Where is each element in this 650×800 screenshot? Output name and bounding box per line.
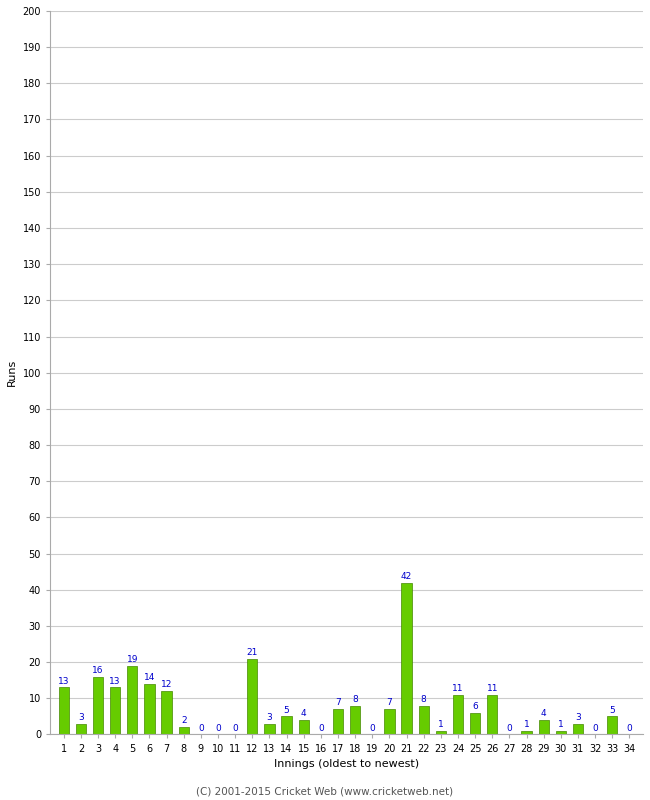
Bar — [453, 694, 463, 734]
Text: 21: 21 — [246, 648, 258, 657]
Text: 5: 5 — [283, 706, 289, 714]
Bar — [161, 691, 172, 734]
Text: 11: 11 — [452, 684, 463, 693]
Text: 3: 3 — [78, 713, 84, 722]
Text: 4: 4 — [301, 709, 307, 718]
Text: 0: 0 — [215, 724, 221, 733]
Bar — [179, 727, 189, 734]
Bar — [58, 687, 69, 734]
Bar — [521, 731, 532, 734]
Bar — [538, 720, 549, 734]
Text: 6: 6 — [472, 702, 478, 711]
Text: 3: 3 — [575, 713, 581, 722]
Text: 1: 1 — [438, 720, 444, 729]
Text: (C) 2001-2015 Cricket Web (www.cricketweb.net): (C) 2001-2015 Cricket Web (www.cricketwe… — [196, 786, 454, 796]
Y-axis label: Runs: Runs — [7, 359, 17, 386]
X-axis label: Innings (oldest to newest): Innings (oldest to newest) — [274, 759, 419, 769]
Bar — [556, 731, 566, 734]
Text: 7: 7 — [335, 698, 341, 707]
Bar — [402, 582, 411, 734]
Text: 1: 1 — [524, 720, 529, 729]
Bar — [127, 666, 137, 734]
Bar — [487, 694, 497, 734]
Text: 13: 13 — [109, 677, 121, 686]
Text: 16: 16 — [92, 666, 104, 674]
Text: 13: 13 — [58, 677, 70, 686]
Text: 4: 4 — [541, 709, 547, 718]
Text: 11: 11 — [486, 684, 498, 693]
Bar — [470, 713, 480, 734]
Bar — [419, 706, 429, 734]
Text: 0: 0 — [232, 724, 238, 733]
Bar — [384, 709, 395, 734]
Text: 8: 8 — [421, 694, 426, 704]
Text: 0: 0 — [627, 724, 632, 733]
Bar — [350, 706, 360, 734]
Text: 7: 7 — [387, 698, 392, 707]
Bar — [607, 716, 618, 734]
Text: 0: 0 — [369, 724, 375, 733]
Bar — [110, 687, 120, 734]
Text: 0: 0 — [506, 724, 512, 733]
Text: 2: 2 — [181, 717, 187, 726]
Bar — [281, 716, 292, 734]
Text: 0: 0 — [198, 724, 203, 733]
Bar — [573, 724, 583, 734]
Text: 3: 3 — [266, 713, 272, 722]
Bar — [333, 709, 343, 734]
Text: 12: 12 — [161, 680, 172, 690]
Text: 42: 42 — [401, 572, 412, 581]
Text: 1: 1 — [558, 720, 564, 729]
Text: 8: 8 — [352, 694, 358, 704]
Bar — [247, 658, 257, 734]
Bar — [298, 720, 309, 734]
Text: 19: 19 — [127, 655, 138, 664]
Text: 0: 0 — [318, 724, 324, 733]
Text: 0: 0 — [592, 724, 598, 733]
Bar — [76, 724, 86, 734]
Bar — [93, 677, 103, 734]
Bar — [436, 731, 446, 734]
Text: 5: 5 — [609, 706, 615, 714]
Bar — [265, 724, 274, 734]
Text: 14: 14 — [144, 673, 155, 682]
Bar — [144, 684, 155, 734]
